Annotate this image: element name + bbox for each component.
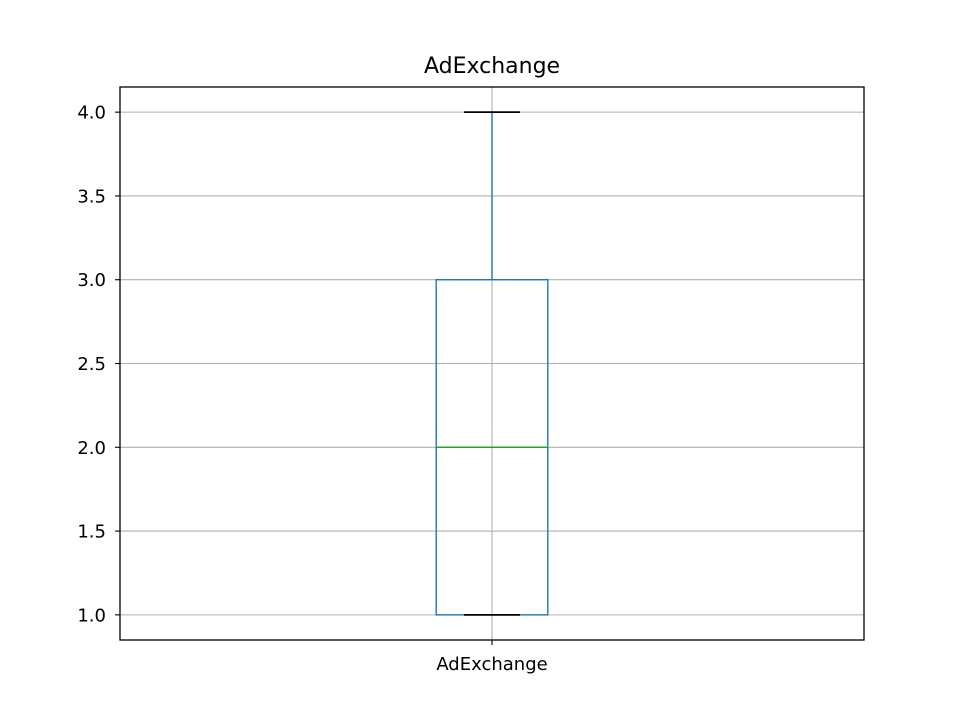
- x-tick-label: AdExchange: [436, 654, 547, 675]
- y-tick-label: 3.0: [77, 270, 106, 291]
- y-tick-label: 1.5: [77, 522, 106, 543]
- y-tick-label: 3.5: [77, 186, 106, 207]
- box-elements: [435, 111, 549, 616]
- chart-title: AdExchange: [424, 54, 560, 79]
- y-tick-label: 2.5: [77, 354, 106, 375]
- y-tick-label: 2.0: [77, 438, 106, 459]
- x-axis-ticks: AdExchange: [436, 640, 548, 675]
- y-axis-ticks: 1.0 1.5 2.0 2.5 3.0 3.5 4.0: [77, 103, 120, 626]
- y-tick-label: 1.0: [77, 605, 106, 626]
- y-tick-label: 4.0: [77, 103, 106, 124]
